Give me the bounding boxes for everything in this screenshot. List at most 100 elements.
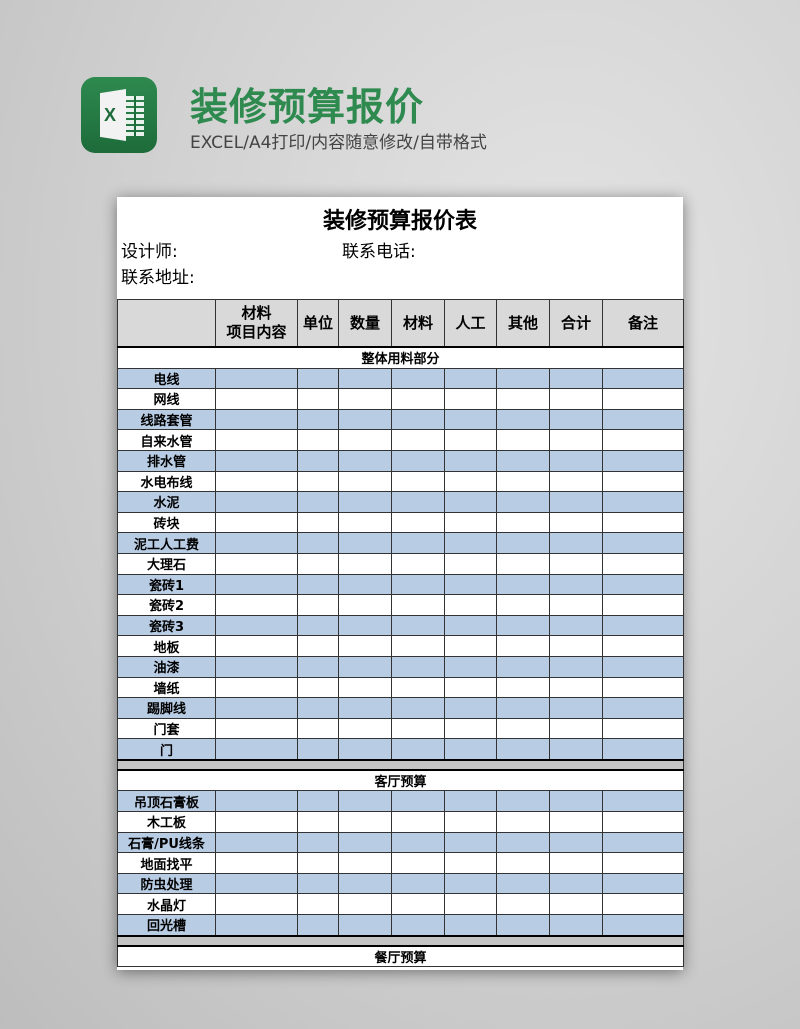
data-cell[interactable] <box>602 872 684 895</box>
data-cell[interactable] <box>297 491 339 513</box>
data-cell[interactable] <box>215 676 298 699</box>
data-cell[interactable] <box>444 388 497 410</box>
data-cell[interactable] <box>215 717 298 740</box>
data-cell[interactable] <box>602 914 684 937</box>
data-cell[interactable] <box>391 367 445 390</box>
item-name-cell[interactable]: 排水管 <box>117 449 216 472</box>
data-cell[interactable] <box>496 893 550 916</box>
data-cell[interactable] <box>338 893 392 916</box>
data-cell[interactable] <box>496 655 550 678</box>
data-cell[interactable] <box>297 635 339 657</box>
data-cell[interactable] <box>391 831 445 854</box>
data-cell[interactable] <box>549 552 603 575</box>
data-cell[interactable] <box>444 831 497 854</box>
data-cell[interactable] <box>549 614 603 637</box>
data-cell[interactable] <box>391 635 445 657</box>
data-cell[interactable] <box>391 408 445 431</box>
data-cell[interactable] <box>338 872 392 895</box>
data-cell[interactable] <box>444 717 497 740</box>
data-cell[interactable] <box>215 893 298 916</box>
data-cell[interactable] <box>391 594 445 616</box>
data-cell[interactable] <box>602 532 684 554</box>
data-cell[interactable] <box>297 831 339 854</box>
data-cell[interactable] <box>549 408 603 431</box>
data-cell[interactable] <box>297 449 339 472</box>
data-cell[interactable] <box>444 367 497 390</box>
data-cell[interactable] <box>602 470 684 493</box>
data-cell[interactable] <box>391 872 445 895</box>
data-cell[interactable] <box>391 852 445 874</box>
data-cell[interactable] <box>549 367 603 390</box>
item-name-cell[interactable]: 大理石 <box>117 552 216 575</box>
data-cell[interactable] <box>391 655 445 678</box>
data-cell[interactable] <box>496 872 550 895</box>
data-cell[interactable] <box>444 552 497 575</box>
data-cell[interactable] <box>549 594 603 616</box>
data-cell[interactable] <box>391 573 445 596</box>
data-cell[interactable] <box>549 388 603 410</box>
data-cell[interactable] <box>602 831 684 854</box>
data-cell[interactable] <box>297 914 339 937</box>
data-cell[interactable] <box>444 655 497 678</box>
item-name-cell[interactable]: 门套 <box>117 717 216 740</box>
data-cell[interactable] <box>297 676 339 699</box>
data-cell[interactable] <box>496 511 550 534</box>
data-cell[interactable] <box>297 872 339 895</box>
section-title[interactable]: 餐厅预算 <box>117 945 684 968</box>
data-cell[interactable] <box>297 573 339 596</box>
data-cell[interactable] <box>549 532 603 554</box>
data-cell[interactable] <box>496 614 550 637</box>
data-cell[interactable] <box>444 573 497 596</box>
data-cell[interactable] <box>549 511 603 534</box>
data-cell[interactable] <box>297 655 339 678</box>
data-cell[interactable] <box>391 676 445 699</box>
data-cell[interactable] <box>602 893 684 916</box>
item-name-cell[interactable]: 网线 <box>117 388 216 410</box>
data-cell[interactable] <box>602 852 684 874</box>
item-name-cell[interactable]: 线路套管 <box>117 408 216 431</box>
data-cell[interactable] <box>496 388 550 410</box>
data-cell[interactable] <box>391 614 445 637</box>
data-cell[interactable] <box>496 552 550 575</box>
data-cell[interactable] <box>338 790 392 813</box>
item-name-cell[interactable]: 地板 <box>117 635 216 657</box>
data-cell[interactable] <box>215 811 298 833</box>
data-cell[interactable] <box>496 717 550 740</box>
data-cell[interactable] <box>297 511 339 534</box>
data-cell[interactable] <box>215 408 298 431</box>
data-cell[interactable] <box>297 388 339 410</box>
data-cell[interactable] <box>602 697 684 719</box>
data-cell[interactable] <box>496 449 550 472</box>
data-cell[interactable] <box>496 635 550 657</box>
data-cell[interactable] <box>215 831 298 854</box>
data-cell[interactable] <box>338 831 392 854</box>
data-cell[interactable] <box>338 552 392 575</box>
data-cell[interactable] <box>444 429 497 451</box>
item-name-cell[interactable]: 泥工人工费 <box>117 532 216 554</box>
data-cell[interactable] <box>338 914 392 937</box>
data-cell[interactable] <box>549 790 603 813</box>
data-cell[interactable] <box>215 573 298 596</box>
data-cell[interactable] <box>338 635 392 657</box>
data-cell[interactable] <box>215 614 298 637</box>
data-cell[interactable] <box>297 594 339 616</box>
item-name-cell[interactable]: 电线 <box>117 367 216 390</box>
data-cell[interactable] <box>391 511 445 534</box>
item-name-cell[interactable]: 水晶灯 <box>117 893 216 916</box>
data-cell[interactable] <box>496 914 550 937</box>
data-cell[interactable] <box>338 449 392 472</box>
data-cell[interactable] <box>602 511 684 534</box>
data-cell[interactable] <box>338 594 392 616</box>
data-cell[interactable] <box>496 738 550 761</box>
data-cell[interactable] <box>496 491 550 513</box>
data-cell[interactable] <box>215 635 298 657</box>
data-cell[interactable] <box>297 614 339 637</box>
data-cell[interactable] <box>496 811 550 833</box>
data-cell[interactable] <box>602 367 684 390</box>
data-cell[interactable] <box>338 676 392 699</box>
data-cell[interactable] <box>215 367 298 390</box>
data-cell[interactable] <box>444 790 497 813</box>
data-cell[interactable] <box>338 388 392 410</box>
section-title[interactable]: 客厅预算 <box>117 769 684 792</box>
data-cell[interactable] <box>444 635 497 657</box>
